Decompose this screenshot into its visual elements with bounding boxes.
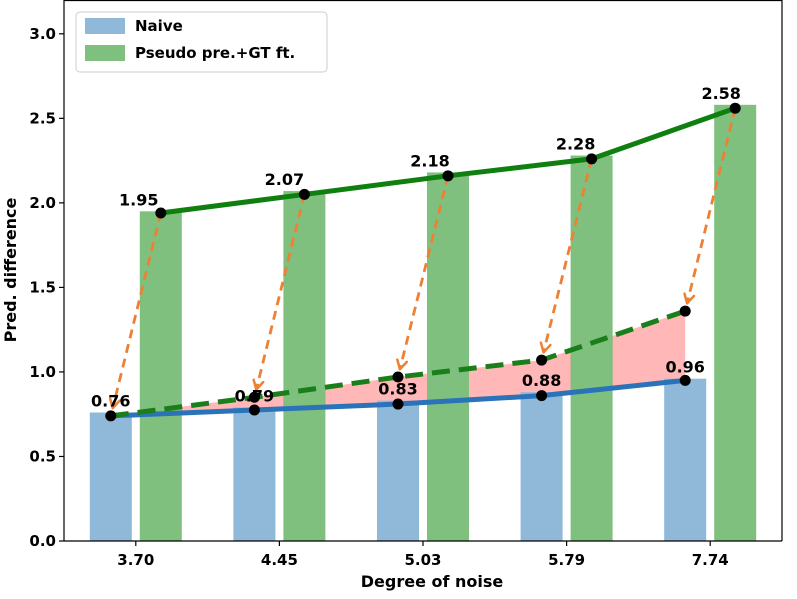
- arrows: [113, 107, 737, 408]
- point-naive-4: [679, 374, 691, 386]
- y-tick-label-1: 0.5: [29, 447, 56, 465]
- arrow-1: [256, 194, 306, 389]
- gap-shaded-area: [110, 311, 686, 416]
- points: [105, 102, 741, 422]
- arrow-0: [113, 212, 163, 408]
- point-pseudo-4: [729, 102, 741, 114]
- y-tick-label-5: 2.5: [29, 109, 56, 127]
- bar-naive-3: [520, 392, 563, 541]
- bar-pseudo-1: [283, 191, 326, 541]
- point-naive-3: [536, 390, 548, 402]
- legend-label-naive: Naive: [135, 17, 183, 35]
- bar-naive-1: [233, 407, 276, 541]
- point-projected-4: [679, 305, 691, 317]
- x-tick-label-1: 4.45: [261, 551, 298, 569]
- axes: 0.0 0.5 1.0 1.5 2.0 2.5 3.0 3.70 4.45 5.03 5.79 7.7…: [29, 0, 783, 569]
- y-tick-label-4: 2.0: [29, 194, 56, 212]
- arrow-3: [544, 158, 593, 352]
- bar-naive-4: [664, 378, 707, 541]
- x-tick-label-2: 5.03: [404, 551, 441, 569]
- bars: [89, 104, 757, 541]
- data-label-naive-4: 0.96: [665, 358, 704, 377]
- line-projected: [110, 308, 687, 419]
- legend-swatch-naive: [85, 18, 125, 34]
- x-tick-label-0: 3.70: [117, 551, 154, 569]
- arrow-2: [400, 175, 450, 369]
- y-tick-label-6: 3.0: [29, 25, 56, 43]
- data-label-naive-2: 0.83: [378, 380, 417, 399]
- data-label-pseudo-1: 2.07: [265, 170, 304, 189]
- data-label-pseudo-2: 2.18: [410, 151, 449, 170]
- data-labels: 0.76 0.79 0.83 0.88 0.96 1.95 2.07 2.18 2.28 2.58: [91, 84, 741, 411]
- legend: Naive Pseudo pre.+GT ft.: [75, 11, 328, 73]
- point-naive-2: [392, 398, 404, 410]
- x-axis-label: Degree of noise: [361, 572, 504, 591]
- y-tick-label-3: 1.5: [29, 278, 56, 296]
- data-label-naive-3: 0.88: [522, 371, 561, 390]
- point-naive-0: [105, 410, 117, 422]
- bar-pseudo-0: [139, 211, 182, 541]
- point-projected-3: [536, 354, 548, 366]
- y-tick-label-0: 0.0: [29, 532, 56, 550]
- y-axis-label: Pred. difference: [1, 197, 20, 342]
- point-pseudo-2: [442, 170, 454, 182]
- bar-naive-0: [89, 412, 132, 541]
- data-label-pseudo-3: 2.28: [556, 135, 595, 154]
- point-pseudo-1: [298, 188, 310, 200]
- legend-label-pseudo: Pseudo pre.+GT ft.: [135, 44, 295, 62]
- point-projected-1: [248, 391, 260, 403]
- y-tick-label-2: 1.0: [29, 363, 56, 381]
- point-naive-1: [248, 404, 260, 416]
- data-label-naive-0: 0.76: [91, 392, 130, 411]
- point-pseudo-3: [586, 153, 598, 165]
- bar-pseudo-4: [714, 104, 757, 541]
- legend-box: [75, 11, 328, 73]
- x-tick-label-3: 5.79: [548, 551, 585, 569]
- bar-pseudo-2: [427, 172, 469, 541]
- x-tick-label-4: 7.74: [692, 551, 729, 569]
- point-projected-2: [392, 371, 404, 383]
- bar-naive-2: [377, 400, 419, 541]
- data-label-pseudo-0: 1.95: [119, 190, 158, 209]
- arrow-4: [687, 107, 737, 303]
- legend-swatch-pseudo: [85, 45, 125, 61]
- data-label-pseudo-4: 2.58: [701, 84, 740, 103]
- point-pseudo-0: [155, 207, 167, 219]
- data-label-naive-1: 0.79: [235, 386, 274, 405]
